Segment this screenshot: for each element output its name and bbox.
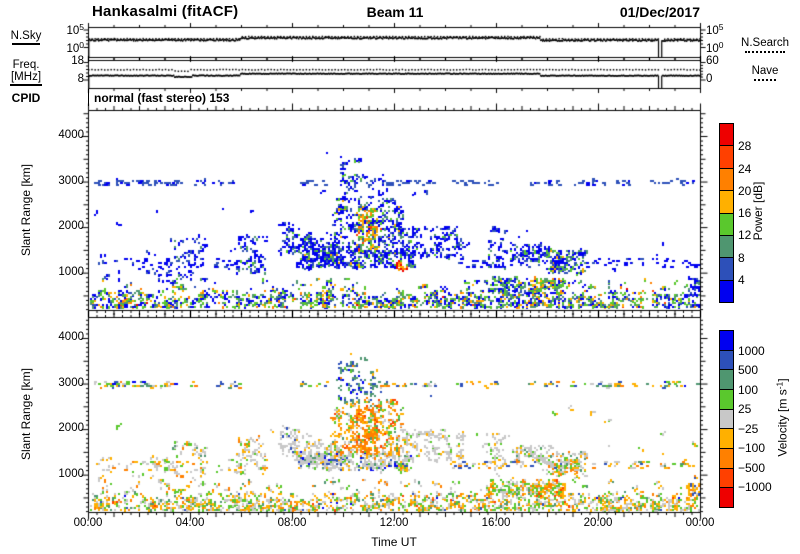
- dotted-line-key: [754, 79, 776, 81]
- range-tick-label: 4000: [58, 330, 84, 343]
- power-rti-canvas: [78, 100, 710, 320]
- time-tick-label: 04:00: [175, 517, 205, 529]
- power-cbar-segment: [720, 257, 733, 280]
- freq-ytick-right-top: 60: [706, 55, 719, 67]
- velocity-cbar-segment: [720, 389, 733, 409]
- freq-legend: Freq. [MHz]: [2, 59, 50, 86]
- date-title: 01/Dec/2017: [619, 4, 700, 20]
- freq-label-line2: [MHz]: [10, 71, 42, 83]
- colorbar-tick-label: 25: [738, 402, 752, 417]
- colorbar-tick-label: 12: [738, 228, 752, 243]
- velocity-cbar-segment: [720, 428, 733, 449]
- colorbar-tick-label: −25: [738, 421, 759, 436]
- range-tick-label: 4000: [58, 128, 84, 141]
- velocity-colorbar-title: Velocity [m s-1]: [774, 378, 790, 457]
- colorbar-tick-label: 4: [738, 272, 745, 287]
- freq-ytick-left-bottom: 8: [77, 73, 84, 85]
- time-tick-label: 08:00: [277, 517, 307, 529]
- colorbar-tick-label: −1000: [738, 480, 772, 495]
- time-tick-label: 00:00: [685, 517, 715, 529]
- nsky-legend: N.Sky: [2, 30, 50, 45]
- power-cbar-segment: [720, 145, 733, 168]
- colorbar-tick-label: −500: [738, 460, 766, 475]
- solid-line-key: [12, 43, 40, 45]
- velocity-cbar-segment: [720, 467, 733, 488]
- time-tick-label: 20:00: [583, 517, 613, 529]
- power-cbar-segment: [720, 212, 733, 235]
- time-tick-label: 00:00: [73, 517, 103, 529]
- power-cbar-segment: [720, 167, 733, 191]
- range-tick-label: 1000: [58, 265, 84, 278]
- range-tick-label: 3000: [58, 174, 84, 187]
- nsky-ytick-right-top: 105: [706, 22, 724, 37]
- velocity-colorbar: [719, 330, 734, 508]
- power-cbar-segment: [720, 234, 733, 258]
- colorbar-tick-label: 100: [738, 382, 759, 397]
- solid-line-key: [10, 84, 42, 86]
- colorbar-tick-label: 1000: [738, 343, 765, 358]
- freq-ytick-left-top: 18: [71, 55, 84, 67]
- power-cbar-segment: [720, 124, 733, 146]
- power-colorbar-title: Power [dB]: [751, 181, 765, 241]
- freq-label-line1: Freq.: [12, 59, 40, 71]
- time-axis-title: Time UT: [371, 535, 417, 549]
- velocity-cbar-segment: [720, 448, 733, 468]
- range-tick-label: 2000: [58, 422, 84, 435]
- colorbar-tick-label: −100: [738, 441, 766, 456]
- nsearch-legend: N.Search: [732, 37, 798, 53]
- nave-label: Nave: [751, 65, 779, 77]
- range-tick-label: 3000: [58, 376, 84, 389]
- velocity-cbar-segment: [720, 369, 733, 390]
- power-yaxis-title: Slant Range [km]: [19, 163, 33, 257]
- colorbar-tick-label: 16: [738, 206, 752, 220]
- freq-ytick-right-bottom: 0: [706, 73, 713, 85]
- cpid-label: CPID: [11, 91, 41, 105]
- frequency-panel-canvas: [82, 54, 706, 94]
- colorbar-tick-label: 28: [738, 139, 752, 154]
- range-tick-label: 2000: [58, 220, 84, 233]
- power-cbar-segment: [720, 190, 733, 213]
- nsky-ytick-right-bottom: 100: [706, 40, 724, 55]
- velocity-cbar-segment: [720, 331, 733, 350]
- cpid-axis-tick: [88, 89, 89, 106]
- beam-title: Beam 11: [366, 4, 424, 20]
- colorbar-tick-label: 8: [738, 250, 745, 265]
- dotted-line-key: [745, 51, 785, 53]
- nsky-label: N.Sky: [10, 30, 42, 42]
- power-colorbar: [719, 123, 734, 303]
- colorbar-tick-label: 20: [738, 183, 752, 198]
- velocity-rti-canvas: [78, 307, 710, 522]
- colorbar-tick-label: 500: [738, 363, 759, 378]
- nsearch-label: N.Search: [741, 37, 789, 49]
- nave-legend: Nave: [732, 65, 798, 81]
- velocity-cbar-segment: [720, 349, 733, 370]
- time-tick-label: 12:00: [379, 517, 409, 529]
- velocity-cbar-segment: [720, 487, 733, 508]
- power-cbar-segment: [720, 279, 733, 302]
- nsky-ytick-left-bottom: 100: [66, 40, 84, 55]
- velocity-cbar-segment: [720, 408, 733, 429]
- station-title: Hankasalmi (fitACF): [92, 3, 239, 20]
- velocity-yaxis-title: Slant Range [km]: [19, 367, 33, 461]
- range-tick-label: 1000: [58, 467, 84, 480]
- colorbar-tick-label: 24: [738, 161, 752, 176]
- nsky-ytick-left-top: 105: [66, 22, 84, 37]
- time-tick-label: 16:00: [481, 517, 511, 529]
